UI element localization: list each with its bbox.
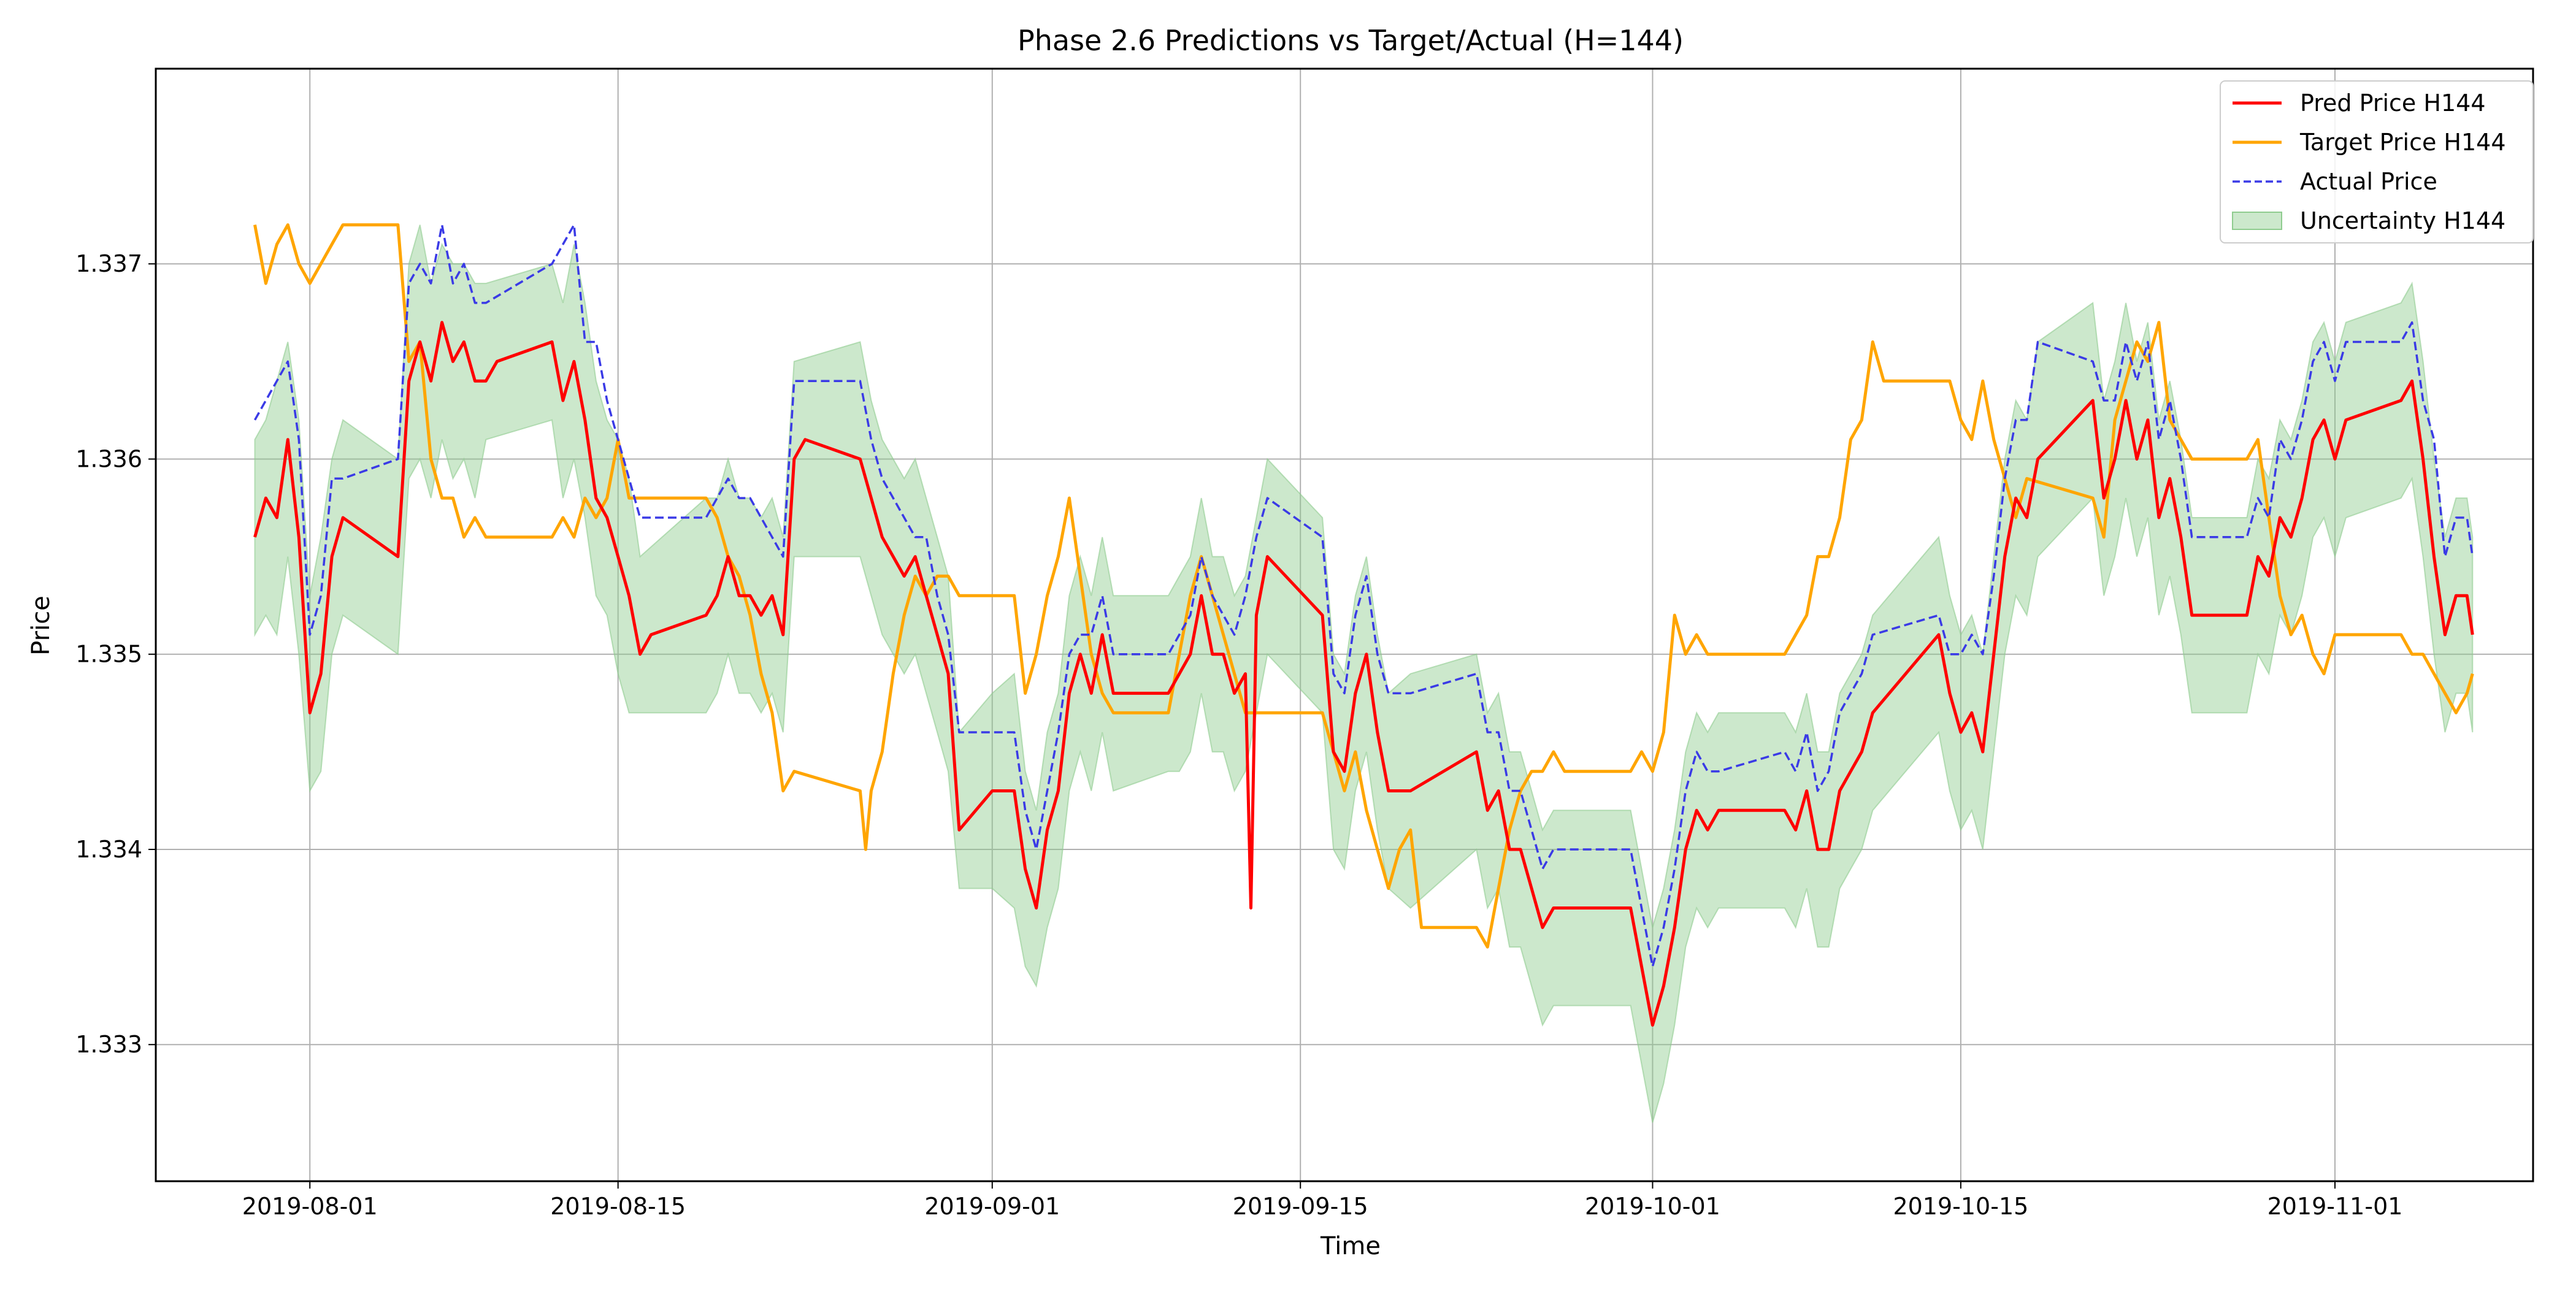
pred-price-line [253,321,2474,1027]
legend-pred-label: Pred Price H144 [2300,90,2486,117]
y-tick-label: 1.335 [75,641,142,668]
x-tick-label: 2019-09-01 [924,1193,1060,1220]
x-axis-ticks: 2019-08-01 2019-08-15 2019-09-01 2019-09-15… [242,1181,2403,1220]
legend-actual-label: Actual Price [2300,168,2437,195]
uncertainty-band [254,224,2474,1123]
plot-area-frame [155,67,2534,1182]
legend-box [2220,80,2534,243]
legend-uncertainty-label: Uncertainty H144 [2300,207,2505,234]
y-tick-label: 1.336 [75,445,142,472]
legend-pred: Pred Price H144 [2233,90,2486,117]
x-tick-label: 2019-09-15 [1233,1193,1368,1220]
x-tick-label: 2019-11-01 [2267,1193,2403,1220]
x-tick-label: 2019-08-01 [242,1193,378,1220]
actual-price-line [253,223,2474,968]
x-tick-label: 2019-08-15 [550,1193,686,1220]
chart-title: Phase 2.6 Predictions vs Target/Actual (… [1018,24,1684,57]
legend-actual: Actual Price [2233,168,2437,195]
x-axis-label: Time [1320,1232,1381,1260]
legend: Pred Price H144 Target Price H144 Actual P… [2220,80,2534,243]
y-axis-label: Price [27,596,55,656]
series-lines-layer [253,223,2474,1027]
legend-uncertainty-swatch [2232,212,2282,230]
y-axis-ticks: 1.333 1.334 1.335 1.336 1.337 [75,250,156,1058]
uncertainty-band-layer [254,224,2474,1123]
target-price-line [253,223,2474,949]
y-tick-label: 1.337 [75,250,142,277]
y-tick-label: 1.334 [75,836,142,863]
x-tick-label: 2019-10-01 [1585,1193,1720,1220]
legend-target-label: Target Price H144 [2299,129,2506,156]
x-tick-label: 2019-10-15 [1893,1193,2028,1220]
legend-target: Target Price H144 [2233,129,2506,156]
y-tick-label: 1.333 [75,1031,142,1058]
legend-uncertainty: Uncertainty H144 [2232,207,2505,234]
